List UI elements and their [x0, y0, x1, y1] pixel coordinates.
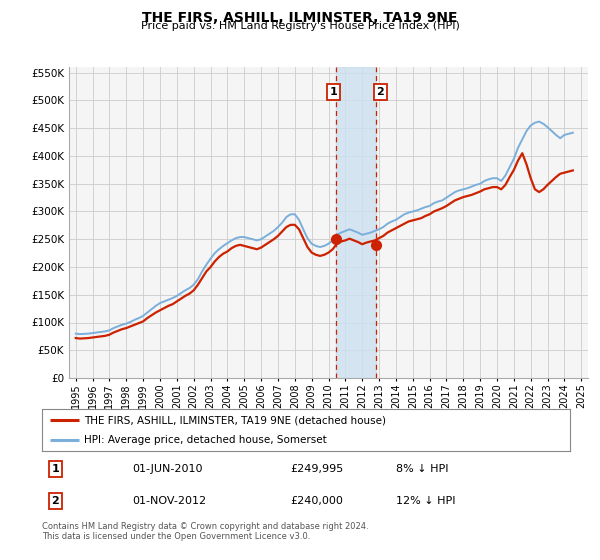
Text: 1: 1: [52, 464, 59, 474]
Text: 1: 1: [329, 87, 337, 97]
Text: Contains HM Land Registry data © Crown copyright and database right 2024.: Contains HM Land Registry data © Crown c…: [42, 522, 368, 531]
Text: £240,000: £240,000: [290, 496, 343, 506]
Text: £249,995: £249,995: [290, 464, 343, 474]
Text: 12% ↓ HPI: 12% ↓ HPI: [396, 496, 455, 506]
Text: 01-JUN-2010: 01-JUN-2010: [132, 464, 202, 474]
Text: Price paid vs. HM Land Registry's House Price Index (HPI): Price paid vs. HM Land Registry's House …: [140, 21, 460, 31]
Text: HPI: Average price, detached house, Somerset: HPI: Average price, detached house, Some…: [84, 435, 327, 445]
Text: 8% ↓ HPI: 8% ↓ HPI: [396, 464, 448, 474]
Text: THE FIRS, ASHILL, ILMINSTER, TA19 9NE: THE FIRS, ASHILL, ILMINSTER, TA19 9NE: [142, 11, 458, 25]
Text: THE FIRS, ASHILL, ILMINSTER, TA19 9NE (detached house): THE FIRS, ASHILL, ILMINSTER, TA19 9NE (d…: [84, 415, 386, 425]
Text: 2: 2: [52, 496, 59, 506]
Bar: [335, 67, 376, 378]
Text: 2: 2: [377, 87, 384, 97]
Text: This data is licensed under the Open Government Licence v3.0.: This data is licensed under the Open Gov…: [42, 532, 310, 541]
Text: 01-NOV-2012: 01-NOV-2012: [132, 496, 206, 506]
